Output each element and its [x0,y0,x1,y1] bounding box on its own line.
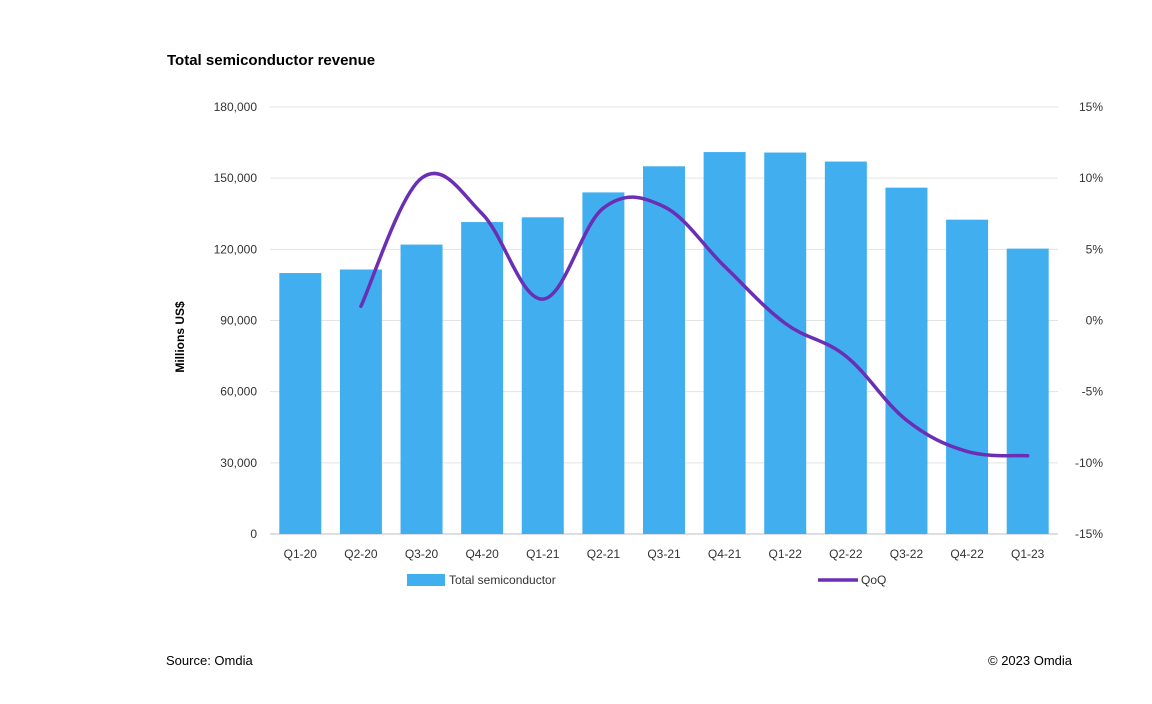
x-tick-label: Q1-20 [284,547,318,561]
qoq-line [359,171,1030,458]
x-tick-label: Q2-21 [587,547,621,561]
x-tick-label: Q4-21 [708,547,742,561]
y-tick-label: 60,000 [220,385,257,399]
x-tick-label: Q4-22 [950,547,984,561]
y2-tick-label: 10% [1079,171,1103,185]
bar [521,217,564,534]
bar-series [279,152,1049,535]
y2-tick-label: 15% [1079,100,1103,114]
x-tick-label: Q3-20 [405,547,439,561]
y-tick-label: 30,000 [220,456,257,470]
bar [461,222,504,534]
copyright-note: © 2023 Omdia [988,653,1073,668]
y2-tick-label: -5% [1082,385,1104,399]
bar [764,152,807,534]
bar [703,152,746,535]
y2-tick-label: -15% [1075,527,1103,541]
x-tick-label: Q2-20 [344,547,378,561]
bar [1006,248,1049,534]
chart-title: Total semiconductor revenue [167,52,376,69]
y-tick-label: 120,000 [214,242,258,256]
left-axis-ticks: 180,000 150,000 120,000 90,000 60,000 30,000 0 [214,100,258,541]
y-tick-label: 180,000 [214,100,258,114]
legend-swatch-bar [407,574,445,586]
x-tick-label: Q2-22 [829,547,863,561]
bar [339,269,382,534]
legend-label-line: QoQ [861,573,886,587]
x-tick-label: Q1-22 [769,547,803,561]
y2-tick-label: 5% [1086,242,1104,256]
source-note: Source: Omdia [166,653,253,668]
legend-label-bar: Total semiconductor [449,573,556,587]
bar [643,166,685,535]
y-tick-label: 0 [250,527,257,541]
x-tick-label: Q1-21 [526,547,560,561]
bar [946,219,989,535]
bar [582,192,625,534]
y2-tick-label: 0% [1086,314,1104,328]
bar [400,244,443,535]
x-tick-label: Q1-23 [1011,547,1045,561]
y2-tick-label: -10% [1075,456,1103,470]
y-tick-label: 90,000 [220,314,257,328]
x-tick-label: Q4-20 [465,547,499,561]
x-axis-ticks: Q1-20 Q2-20 Q3-20 Q4-20 Q1-21 Q2-21 Q3-21 Q4-21… [284,547,1045,561]
y-tick-label: 150,000 [214,171,258,185]
x-tick-label: Q3-22 [890,547,924,561]
bar [885,187,928,534]
bar [279,273,322,534]
x-tick-label: Q3-21 [647,547,681,561]
legend: Total semiconductor QoQ [407,573,886,587]
right-axis-ticks: 15% 10% 5% 0% -5% -10% -15% [1075,100,1103,541]
qoq-line-series [359,171,1030,458]
